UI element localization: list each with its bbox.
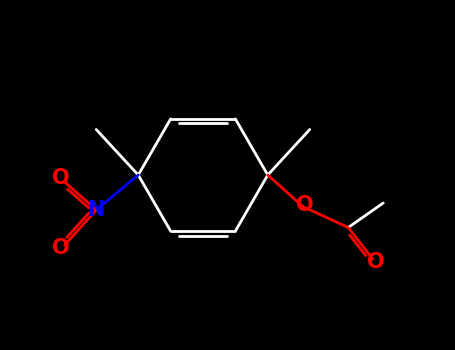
Text: O: O xyxy=(296,195,313,215)
Text: O: O xyxy=(52,168,70,189)
Text: O: O xyxy=(368,252,385,273)
Text: N: N xyxy=(87,200,105,220)
Text: O: O xyxy=(52,238,70,259)
